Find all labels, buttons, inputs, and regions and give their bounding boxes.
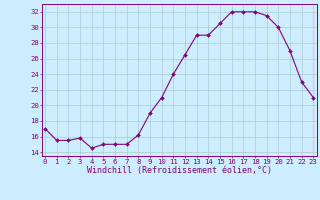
X-axis label: Windchill (Refroidissement éolien,°C): Windchill (Refroidissement éolien,°C) [87,166,272,175]
